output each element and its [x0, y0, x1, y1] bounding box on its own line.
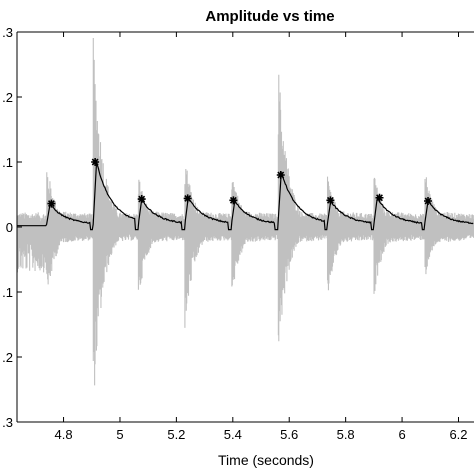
peak-marker-3	[137, 195, 146, 204]
x-tick-label-1: 4.8	[55, 427, 73, 442]
peak-marker-6	[276, 171, 285, 179]
x-tick-label-8: 6.2	[449, 427, 467, 442]
x-tick-label-4: 5.4	[224, 427, 242, 442]
y-tick-label-2: .2	[2, 90, 13, 105]
peak-marker-9	[424, 197, 433, 205]
x-tick-label-7: 6	[398, 427, 405, 442]
envelope-line	[17, 161, 474, 231]
x-tick-label-2: 5	[116, 427, 123, 442]
y-tick-label-6: .2	[2, 350, 13, 365]
y-tick-label-5: .1	[2, 285, 13, 300]
x-tick-label-5: 5.6	[280, 427, 298, 442]
y-tick-label-1: .3	[2, 25, 13, 40]
peak-marker-8	[375, 193, 384, 202]
x-tick-label-6: 5.8	[337, 427, 355, 442]
peak-marker-2	[91, 158, 100, 166]
y-tick-label-3: .1	[2, 155, 13, 170]
x-tick-label-3: 5.2	[167, 427, 185, 442]
peak-marker-4	[183, 194, 192, 203]
chart-title: Amplitude vs time	[205, 8, 334, 25]
y-tick-label-4: 0	[6, 220, 13, 235]
x-axis-label: Time (seconds)	[218, 452, 314, 468]
axes: 4.8 5 5.2 5.4 5.6 5.8 6 6.2 .3 .2 .1 0 .1 .2 .3	[2, 25, 474, 442]
y-tick-label-7: .3	[2, 415, 13, 430]
plot-clip-group	[17, 38, 474, 386]
peak-marker-1	[47, 199, 56, 208]
waveform	[17, 38, 474, 386]
plot-area	[17, 38, 474, 386]
peak-marker-5	[229, 196, 238, 205]
peak-marker-7	[326, 196, 335, 205]
